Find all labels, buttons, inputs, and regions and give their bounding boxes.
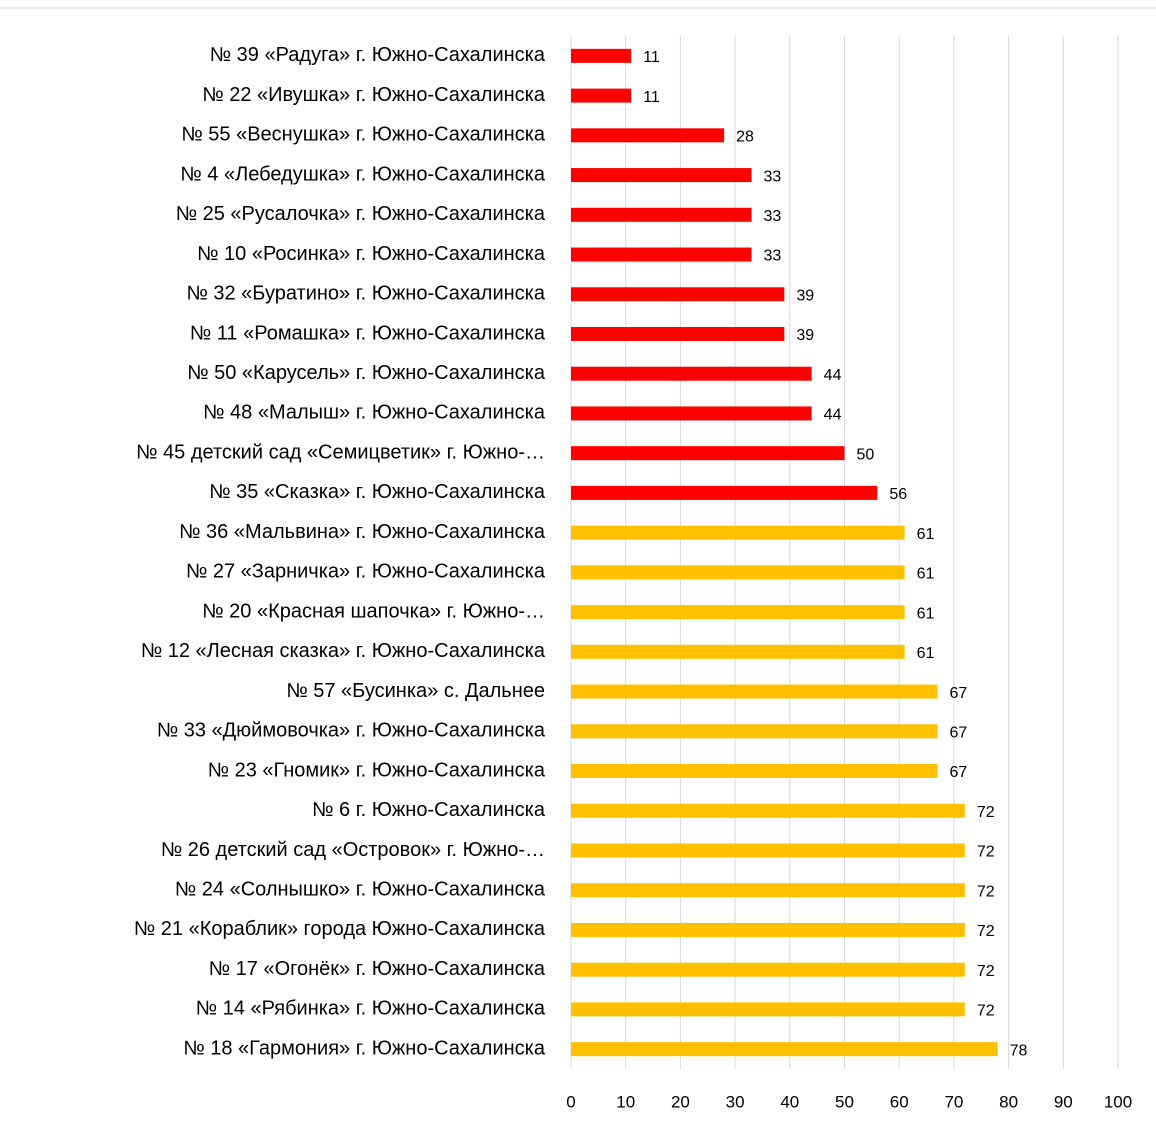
bar: [571, 724, 938, 739]
data-label: 39: [796, 327, 814, 344]
data-label: 28: [736, 129, 754, 146]
data-label: 50: [857, 446, 875, 463]
x-tick-label: 90: [1054, 1092, 1073, 1111]
x-tick-label: 100: [1104, 1092, 1132, 1111]
x-tick-label: 0: [566, 1092, 575, 1111]
bar: [571, 446, 845, 461]
x-tick-label: 50: [835, 1092, 854, 1111]
bar: [571, 1002, 965, 1017]
y-tick-label: № 25 «Русалочка» г. Южно-Сахалинска: [176, 203, 546, 225]
data-label: 67: [949, 685, 967, 702]
data-label: 72: [977, 883, 995, 900]
bar: [571, 644, 905, 659]
y-tick-label: № 24 «Солнышко» г. Южно-Сахалинска: [175, 878, 546, 900]
bar: [571, 88, 632, 103]
bar: [571, 922, 965, 937]
bar: [571, 485, 878, 500]
bar: [571, 764, 938, 779]
bar: [571, 287, 785, 302]
data-label: 44: [824, 407, 842, 424]
x-tick-label: 30: [726, 1092, 745, 1111]
data-label: 33: [764, 168, 782, 185]
bar: [571, 684, 938, 699]
bar: [571, 207, 752, 222]
y-tick-label: № 35 «Сказка» г. Южно-Сахалинска: [209, 481, 546, 503]
bar: [571, 605, 905, 620]
y-tick-label: № 11 «Ромашка» г. Южно-Сахалинска: [190, 322, 546, 344]
data-label: 33: [764, 248, 782, 265]
data-label: 72: [977, 844, 995, 861]
y-tick-label: № 23 «Гномик» г. Южно-Сахалинска: [208, 759, 546, 781]
bar: [571, 843, 965, 858]
x-tick-label: 70: [944, 1092, 963, 1111]
y-tick-label: № 18 «Гармония» г. Южно-Сахалинска: [183, 1037, 546, 1059]
y-tick-label: № 57 «Бусинка» с. Дальнее: [286, 680, 545, 702]
bar: [571, 48, 632, 63]
bar: [571, 247, 752, 262]
y-tick-label: № 20 «Красная шапочка» г. Южно-…: [202, 600, 545, 622]
y-tick-label: № 21 «Кораблик» города Южно-Сахалинска: [134, 918, 546, 940]
y-tick-label: № 50 «Карусель» г. Южно-Сахалинска: [187, 362, 546, 384]
y-tick-label: № 10 «Росинка» г. Южно-Сахалинска: [197, 243, 546, 265]
y-tick-label: № 14 «Рябинка» г. Южно-Сахалинска: [196, 998, 546, 1020]
y-tick-label: № 27 «Зарничка» г. Южно-Сахалинска: [186, 561, 546, 583]
bar: [571, 168, 752, 183]
data-label: 44: [824, 367, 842, 384]
x-tick-label: 40: [780, 1092, 799, 1111]
data-label: 72: [977, 804, 995, 821]
y-tick-label: № 6 г. Южно-Сахалинска: [312, 799, 546, 821]
data-label: 72: [977, 1003, 995, 1020]
data-label: 72: [977, 923, 995, 940]
x-tick-label: 60: [890, 1092, 909, 1111]
bar: [571, 406, 812, 421]
bar: [571, 565, 905, 580]
y-tick-label: № 22 «Ивушка» г. Южно-Сахалинска: [202, 84, 546, 106]
bar: [571, 128, 725, 143]
y-tick-label: № 39 «Радуга» г. Южно-Сахалинска: [210, 44, 546, 66]
y-tick-label: № 36 «Мальвина» г. Южно-Сахалинска: [179, 521, 546, 543]
y-tick-label: № 45 детский сад «Семицветик» г. Южно-…: [136, 441, 545, 463]
x-tick-label: 80: [999, 1092, 1018, 1111]
y-tick-label: № 33 «Дюймовочка» г. Южно-Сахалинска: [157, 720, 546, 742]
bar: [571, 326, 785, 341]
x-tick-label: 10: [616, 1092, 635, 1111]
data-label: 67: [949, 764, 967, 781]
y-tick-label: № 55 «Веснушка» г. Южно-Сахалинска: [181, 124, 546, 146]
data-label: 61: [917, 566, 935, 583]
bar: [571, 1042, 998, 1057]
data-label: 67: [949, 725, 967, 742]
y-tick-label: № 17 «Огонёк» г. Южно-Сахалинска: [209, 958, 546, 980]
bar: [571, 883, 965, 898]
bar: [571, 962, 965, 977]
data-label: 78: [1010, 1042, 1028, 1059]
data-label: 61: [917, 526, 935, 543]
bar: [571, 525, 905, 540]
data-label: 56: [889, 486, 907, 503]
x-tick-label: 20: [671, 1092, 690, 1111]
data-label: 11: [643, 89, 660, 106]
data-label: 72: [977, 963, 995, 980]
data-label: 61: [917, 645, 935, 662]
y-tick-label: № 26 детский сад «Островок» г. Южно-…: [161, 839, 545, 861]
y-tick-label: № 4 «Лебедушка» г. Южно-Сахалинска: [180, 163, 546, 185]
y-tick-label: № 12 «Лесная сказка» г. Южно-Сахалинска: [141, 640, 546, 662]
data-label: 39: [796, 287, 814, 304]
bar: [571, 803, 965, 818]
bar: [571, 366, 812, 381]
data-label: 61: [917, 605, 935, 622]
data-label: 33: [764, 208, 782, 225]
data-label: 11: [643, 49, 660, 66]
y-tick-label: № 48 «Малыш» г. Южно-Сахалинска: [203, 402, 546, 424]
y-tick-label: № 32 «Буратино» г. Южно-Сахалинска: [186, 283, 546, 305]
